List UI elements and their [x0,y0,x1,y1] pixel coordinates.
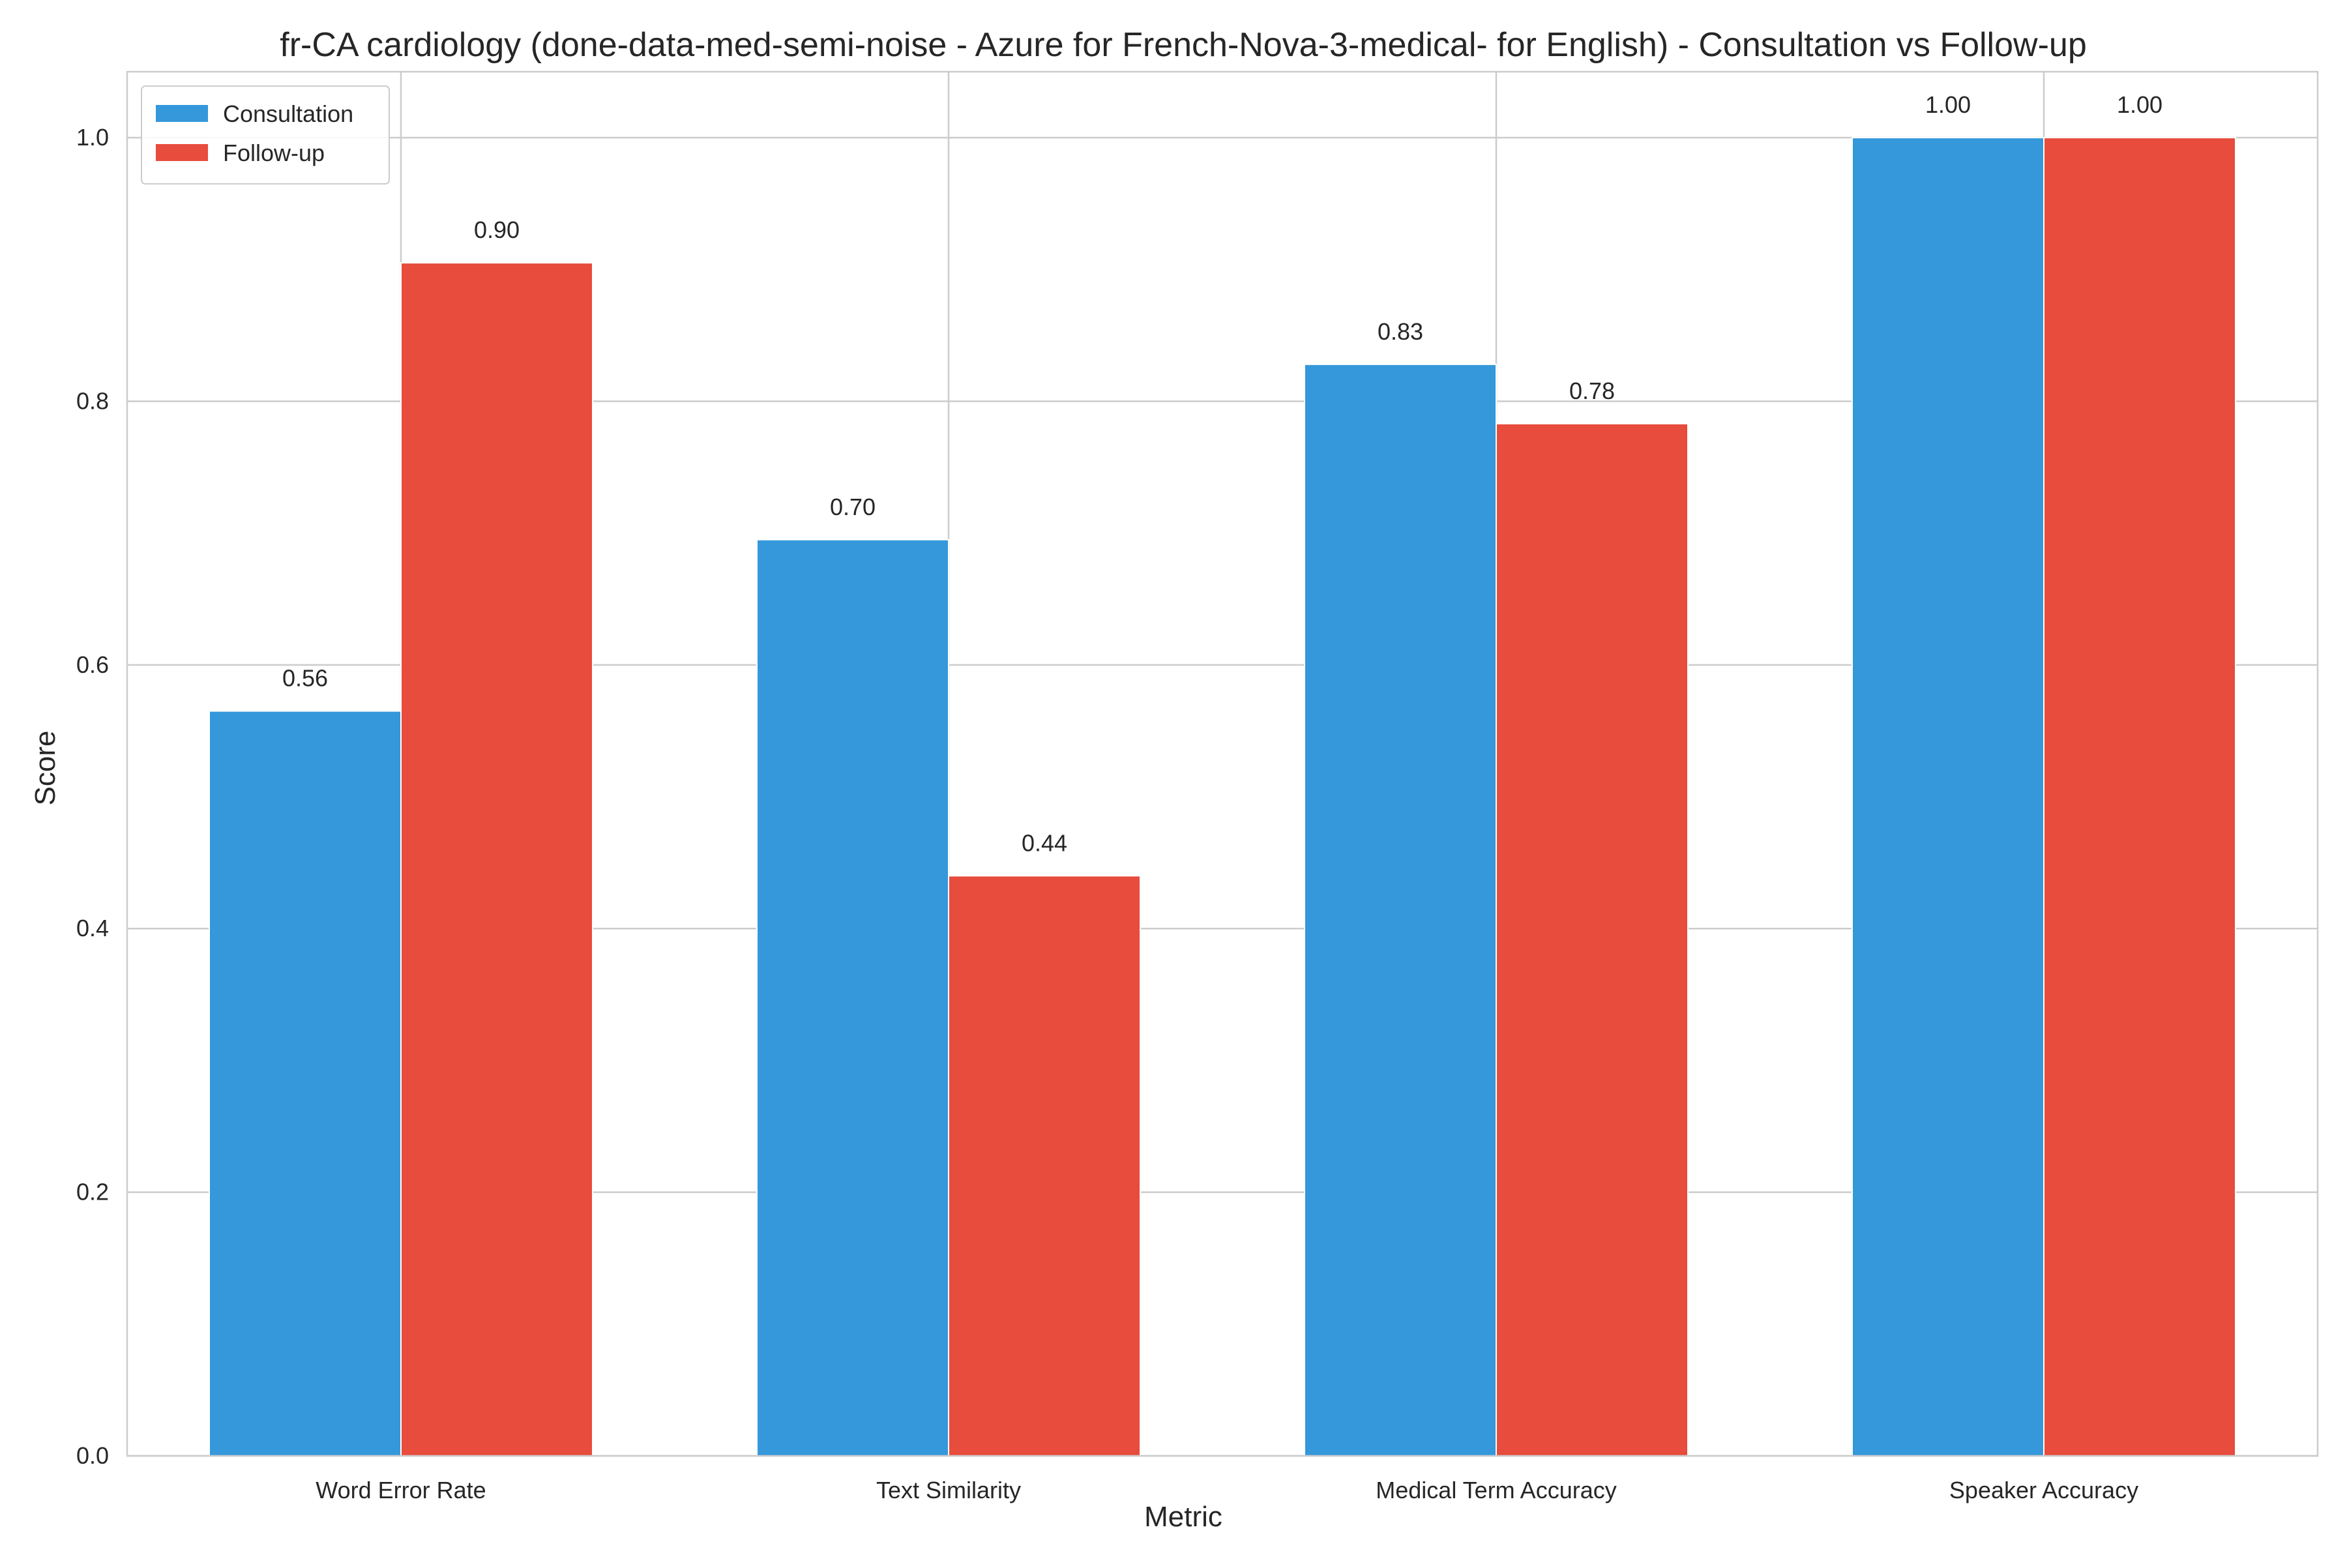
bar-follow-up [948,875,1141,1457]
y-tick-label: 0.0 [76,1442,109,1469]
bar-consultation [209,710,402,1457]
bar-value-labels: 0.56 0.70 0.83 1.00 0.90 0.44 0.78 1.00 [282,91,2162,856]
x-tick-label: Text Similarity [876,1477,1021,1503]
bars-layer [209,137,2236,1457]
x-tick-label: Word Error Rate [316,1477,486,1503]
bar-value-label: 0.78 [1569,377,1615,404]
y-tick-label: 0.2 [76,1179,109,1206]
legend-label: Follow-up [223,140,325,166]
bar-value-label: 0.90 [474,216,520,243]
y-axis-label: Score [29,731,61,806]
plot-frame [126,70,2319,1457]
bar-consultation [1852,137,2044,1457]
y-tick-label: 1.0 [76,124,109,151]
y-tick-label: 0.4 [76,915,109,941]
bar-value-label: 0.70 [830,494,876,520]
bar-consultation [1304,363,1497,1457]
y-tick-label: 0.8 [76,387,109,414]
legend: Consultation Follow-up [141,85,390,185]
legend-swatch [156,144,208,161]
x-axis-label: Metric [1144,1501,1222,1533]
legend-label: Consultation [223,100,353,127]
bar-consultation [756,539,949,1457]
bar-follow-up [2043,137,2236,1457]
y-tick-label: 0.6 [76,651,109,678]
chart-title: fr-CA cardiology (done-data-med-semi-noi… [280,26,2087,64]
bar-follow-up [1496,422,1689,1457]
x-tick-label: Speaker Accuracy [1949,1477,2138,1503]
bar-value-label: 0.56 [282,665,328,692]
tick-labels: 0.0 0.2 0.4 0.6 0.8 1.0 Word Error Rate Text Si… [76,124,2138,1503]
bar-value-label: 0.44 [1022,829,1067,856]
bar-value-label: 1.00 [1925,91,1971,118]
bar-follow-up [400,262,593,1457]
x-tick-label: Medical Term Accuracy [1376,1477,1616,1503]
bar-value-label: 0.83 [1378,318,1423,345]
bar-value-label: 1.00 [2117,91,2162,118]
legend-swatch [156,105,208,122]
